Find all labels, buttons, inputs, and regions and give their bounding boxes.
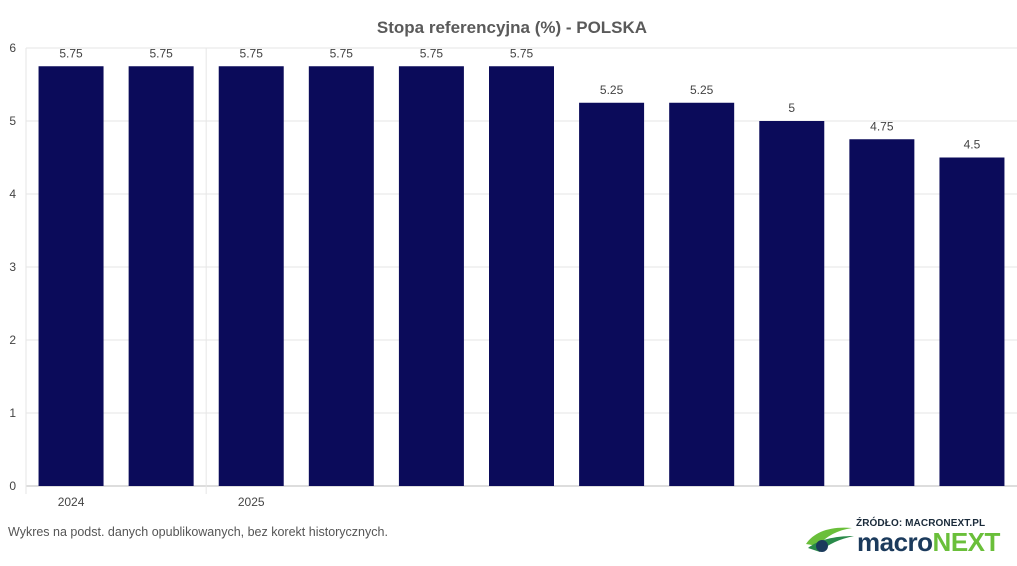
bar-1[interactable] <box>128 66 194 486</box>
data-label-9: 4.75 <box>870 119 894 133</box>
data-labels: 5.75 5.75 5.75 5.75 5.75 5.75 5.25 5.25 5 4.75 4.5 <box>59 46 980 151</box>
y-tick-label: 6 <box>9 41 16 55</box>
brand-name-part2: NEXT <box>932 527 1001 557</box>
bar-3[interactable] <box>308 66 374 486</box>
brand-source: ŹRÓDŁO: MACRONEXT.PL <box>856 518 986 529</box>
y-tick-label: 5 <box>9 114 16 128</box>
bar-6[interactable] <box>579 102 645 486</box>
data-label-2: 5.75 <box>240 46 264 60</box>
bar-10[interactable] <box>939 157 1005 487</box>
data-label-3: 5.75 <box>330 46 354 60</box>
data-label-6: 5.25 <box>600 83 624 97</box>
bars <box>38 66 1005 487</box>
bar-0[interactable] <box>38 66 104 486</box>
macronext-swoosh-icon <box>806 527 854 552</box>
x-axis: 2024 2025 <box>58 495 265 509</box>
x-tick-label-2: 2025 <box>238 495 265 509</box>
chart-title: Stopa referencyjna (%) - POLSKA <box>377 18 647 37</box>
bar-5[interactable] <box>489 66 554 486</box>
data-label-4: 5.75 <box>420 46 444 60</box>
data-label-7: 5.25 <box>690 83 714 97</box>
data-label-0: 5.75 <box>59 46 83 60</box>
y-tick-label: 3 <box>9 260 16 274</box>
x-tick-label-0: 2024 <box>58 495 85 509</box>
bar-7[interactable] <box>669 102 735 486</box>
data-label-10: 4.5 <box>964 138 981 152</box>
y-tick-label: 2 <box>9 333 16 347</box>
chart: Stopa referencyjna (%) - POLSKA 0123456 … <box>9 18 1017 509</box>
bar-4[interactable] <box>398 66 464 486</box>
y-tick-label: 0 <box>9 479 16 493</box>
y-tick-label: 4 <box>9 187 16 201</box>
bar-2[interactable] <box>218 66 284 486</box>
y-tick-label: 1 <box>9 406 16 420</box>
bar-9[interactable] <box>849 139 915 486</box>
y-axis: 0 1 2 3 4 5 6 <box>9 41 16 493</box>
bar-8[interactable] <box>759 121 825 486</box>
data-label-5: 5.75 <box>510 46 534 60</box>
brand-block[interactable]: ŹRÓDŁO: MACRONEXT.PL macroNEXT <box>804 518 1010 558</box>
data-label-8: 5 <box>788 101 795 115</box>
brand-name-part1: macro <box>857 527 933 557</box>
data-label-1: 5.75 <box>149 46 173 60</box>
brand-name: macroNEXT <box>857 528 1000 556</box>
footnote: Wykres na podst. danych opublikowanych, … <box>8 525 388 539</box>
